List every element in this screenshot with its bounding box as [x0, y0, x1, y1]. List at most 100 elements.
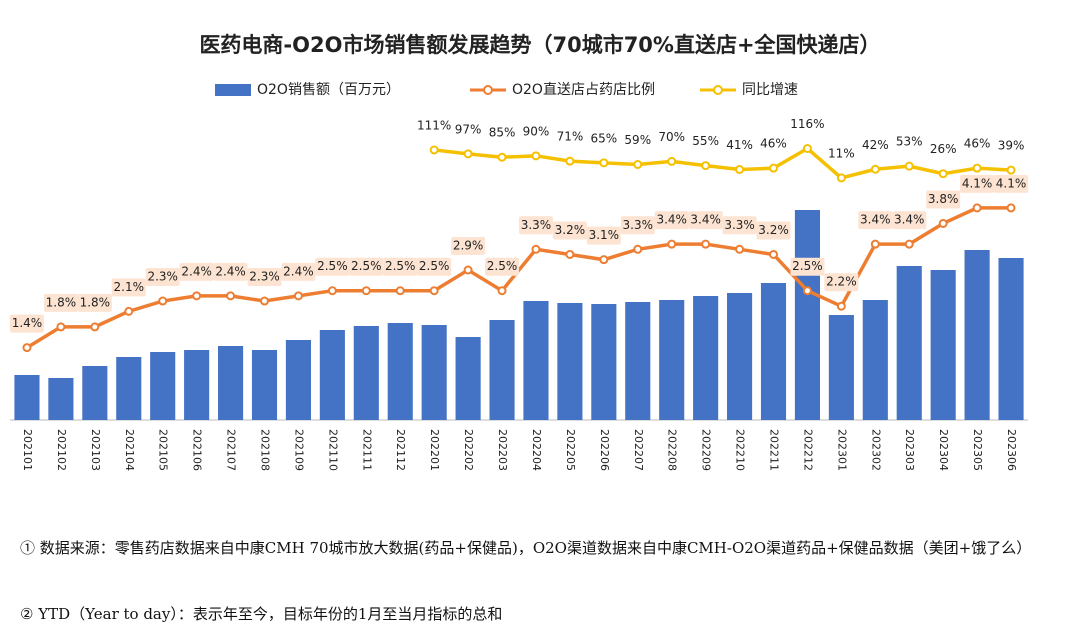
- x-tick-label: 202210: [734, 429, 747, 471]
- label-bg: [654, 211, 689, 230]
- data-label: 3.3%: [724, 218, 755, 232]
- x-tick-label: 202209: [700, 429, 713, 471]
- bar: [828, 315, 854, 420]
- data-label: 55%: [692, 134, 719, 148]
- legend-swatch: [483, 85, 493, 95]
- data-label: 71%: [557, 130, 584, 144]
- data-label: 70%: [658, 130, 685, 144]
- label-bg: [892, 211, 927, 230]
- bar: [693, 296, 719, 420]
- bar: [116, 357, 142, 420]
- bar: [218, 346, 244, 420]
- point: [327, 286, 337, 296]
- point: [599, 255, 609, 265]
- label-bg: [43, 293, 78, 312]
- x-tick-label: 202108: [259, 429, 272, 471]
- data-label: 3.1%: [589, 228, 620, 242]
- point: [633, 244, 643, 254]
- label-bg: [247, 268, 282, 287]
- x-tick-label: 202207: [632, 429, 645, 471]
- point: [429, 286, 439, 296]
- point: [904, 239, 914, 249]
- label-bg: [688, 211, 723, 230]
- data-label: 65%: [590, 131, 617, 145]
- data-label: 116%: [790, 117, 824, 131]
- bar: [523, 301, 549, 420]
- data-label: 1.8%: [80, 295, 111, 309]
- label-bg: [722, 216, 757, 235]
- point: [497, 286, 507, 296]
- point: [497, 152, 507, 162]
- chart-title: 医药电商-O2O市场销售额发展趋势（70城市70%直送店+全国快递店）: [199, 33, 880, 57]
- label-bg: [960, 174, 995, 193]
- x-tick-label: 202204: [530, 429, 543, 471]
- x-tick-label: 202205: [564, 429, 577, 471]
- bar: [150, 352, 176, 420]
- bar: [353, 326, 379, 420]
- bar: [659, 300, 685, 420]
- point: [836, 301, 846, 311]
- data-label: 26%: [930, 142, 957, 156]
- x-tick-label: 202104: [123, 429, 136, 471]
- x-tick-label: 202212: [801, 429, 814, 471]
- legend-label: 同比增速: [742, 82, 798, 98]
- point: [124, 306, 134, 316]
- point: [972, 203, 982, 213]
- point: [1006, 165, 1016, 175]
- point: [938, 218, 948, 228]
- label-bg: [315, 257, 350, 276]
- data-label: 2.3%: [147, 270, 178, 284]
- label-bg: [620, 216, 655, 235]
- legend-swatch: [215, 84, 251, 96]
- point: [802, 144, 812, 154]
- data-label: 39%: [998, 139, 1025, 153]
- data-label: 46%: [760, 137, 787, 151]
- bar: [387, 323, 413, 420]
- point: [735, 165, 745, 175]
- data-label: 41%: [726, 138, 753, 152]
- bar: [82, 366, 108, 420]
- label-bg: [77, 293, 112, 312]
- point: [429, 145, 439, 155]
- data-label: 3.4%: [656, 213, 687, 227]
- bar: [862, 300, 888, 420]
- point: [769, 163, 778, 173]
- x-tick-label: 202305: [971, 429, 984, 471]
- data-label: 3.8%: [928, 192, 959, 206]
- bar: [489, 320, 515, 420]
- bar: [285, 340, 311, 420]
- label-bg: [111, 278, 146, 297]
- point: [667, 239, 677, 249]
- point: [531, 151, 541, 161]
- bar: [421, 325, 447, 420]
- bar: [455, 337, 481, 420]
- point: [1006, 203, 1016, 213]
- x-tick-label: 202306: [1005, 429, 1018, 471]
- data-label: 4.1%: [996, 176, 1027, 190]
- label-bg: [926, 190, 961, 209]
- x-tick-label: 202110: [326, 429, 339, 471]
- data-label: 53%: [896, 135, 923, 149]
- data-label: 3.3%: [623, 218, 654, 232]
- point: [769, 249, 778, 259]
- point: [701, 161, 711, 171]
- x-tick-label: 202103: [89, 429, 102, 471]
- point: [90, 322, 100, 332]
- x-tick-label: 202106: [191, 429, 204, 471]
- label-bg: [145, 268, 180, 287]
- data-label: 3.2%: [758, 223, 789, 237]
- label-bg: [349, 257, 384, 276]
- x-tick-label: 202211: [768, 429, 781, 471]
- point: [599, 158, 609, 168]
- data-label: 2.5%: [419, 259, 450, 273]
- point: [22, 343, 32, 353]
- bar: [625, 302, 651, 420]
- label-bg: [552, 221, 587, 240]
- data-label: 2.4%: [215, 264, 246, 278]
- x-tick-label: 202304: [937, 429, 950, 471]
- data-label: 3.4%: [860, 213, 891, 227]
- note: ① 数据来源：零售药店数据来自中康CMH 70城市放大数据(药品+保健品)，O2…: [20, 539, 1032, 557]
- bar: [794, 210, 820, 420]
- data-label: 2.5%: [317, 259, 348, 273]
- bar: [184, 350, 210, 420]
